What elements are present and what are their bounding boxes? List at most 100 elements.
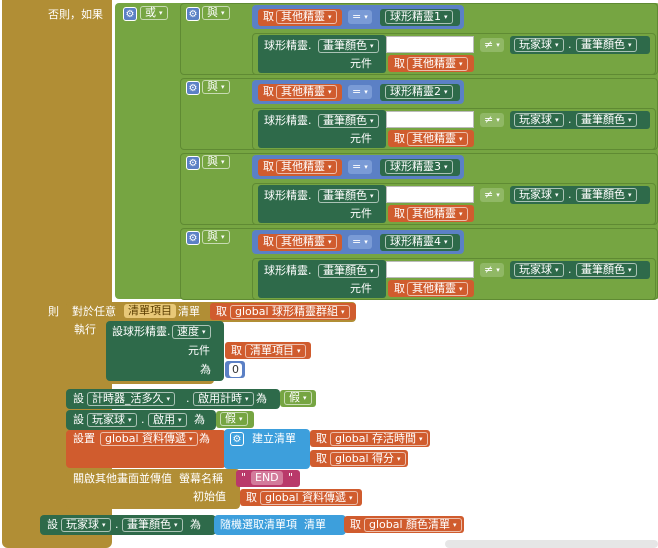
random-item-block[interactable]: [214, 515, 346, 535]
get-dropdown[interactable]: 其他精靈 ▾: [407, 282, 468, 296]
set-label: 設: [73, 392, 84, 405]
and-dropdown[interactable]: 與 ▾: [202, 155, 230, 169]
dot-separator: .: [568, 38, 572, 51]
get-dropdown[interactable]: 其他精靈 ▾: [407, 207, 468, 221]
property-dropdown[interactable]: 畫筆顏色 ▾: [576, 38, 637, 52]
to-label: 為: [194, 413, 205, 426]
ball-component-dropdown[interactable]: 玩家球 ▾: [87, 413, 137, 427]
open-screen-label: 關啟其他畫面並傳值 螢幕名稱: [73, 472, 223, 485]
getter-label: 球形精靈.: [264, 264, 312, 277]
property-dropdown[interactable]: 畫筆顏色 ▾: [576, 188, 637, 202]
get-dropdown[interactable]: 清單項目 ▾: [245, 344, 306, 358]
property-dropdown[interactable]: 畫筆顏色 ▾: [576, 263, 637, 277]
speed-dropdown[interactable]: 速度 ▾: [172, 325, 211, 339]
enabled-property-dropdown[interactable]: 啟用 ▾: [148, 413, 187, 427]
get-dropdown[interactable]: 其他精靈 ▾: [276, 160, 337, 174]
get-label: 取: [263, 160, 274, 173]
get-label: 取: [394, 132, 405, 145]
get-dropdown[interactable]: global 得分 ▾: [330, 452, 406, 466]
get-label: 取: [394, 207, 405, 220]
eq-dropdown[interactable]: = ▾: [348, 85, 372, 99]
get-dropdown[interactable]: 其他精靈 ▾: [276, 235, 337, 249]
player-ball-dropdown[interactable]: 玩家球 ▾: [514, 113, 564, 127]
make-list-gear-icon[interactable]: ⚙: [230, 432, 244, 446]
get-dropdown[interactable]: 其他精靈 ▾: [276, 85, 337, 99]
white-socket: [386, 36, 474, 53]
and-mutator-gear-icon[interactable]: ⚙: [186, 156, 200, 170]
neq-dropdown[interactable]: ≠ ▾: [480, 38, 504, 52]
getter-label: 球形精靈.: [264, 114, 312, 127]
neq-dropdown[interactable]: ≠ ▾: [480, 188, 504, 202]
sprite-dropdown[interactable]: 球形精靈4 ▾: [385, 235, 453, 249]
to-label: 為: [256, 392, 267, 405]
player-ball-dropdown[interactable]: 玩家球 ▾: [514, 263, 564, 277]
or-dropdown[interactable]: 或 ▾: [140, 6, 168, 20]
component-label: 元件: [350, 132, 372, 145]
to-label: 為: [200, 363, 211, 376]
component-label: 元件: [350, 282, 372, 295]
dot-separator: .: [186, 392, 190, 405]
loop-variable-field[interactable]: 清單項目: [124, 304, 176, 318]
component-label: 元件: [188, 344, 210, 357]
sprite-dropdown[interactable]: 球形精靈3 ▾: [385, 160, 453, 174]
get-label: 取: [350, 518, 361, 531]
and-mutator-gear-icon[interactable]: ⚙: [186, 231, 200, 245]
get-label: 取: [263, 10, 274, 23]
and-mutator-gear-icon[interactable]: ⚙: [186, 81, 200, 95]
property-dropdown[interactable]: 畫筆顏色 ▾: [318, 264, 379, 278]
white-socket: [386, 111, 474, 128]
eq-dropdown[interactable]: = ▾: [348, 10, 372, 24]
for-each-label: 對於任意: [72, 305, 116, 318]
and-dropdown[interactable]: 與 ▾: [202, 230, 230, 244]
text-field[interactable]: END: [251, 471, 283, 485]
get-label: 取: [246, 491, 257, 504]
color-property-dropdown[interactable]: 畫筆顏色 ▾: [122, 518, 183, 532]
white-socket: [386, 261, 474, 278]
get-label: 取: [316, 432, 327, 445]
get-label: 取: [394, 282, 405, 295]
false-dropdown[interactable]: 假 ▾: [220, 412, 248, 426]
ball-component-dropdown[interactable]: 玩家球 ▾: [61, 518, 111, 532]
player-ball-dropdown[interactable]: 玩家球 ▾: [514, 38, 564, 52]
open-screen-block[interactable]: [66, 469, 240, 509]
get-dropdown[interactable]: 其他精靈 ▾: [276, 10, 337, 24]
set-label: 設: [73, 413, 84, 426]
get-dropdown[interactable]: 其他精靈 ▾: [407, 132, 468, 146]
sprite-dropdown[interactable]: 球形精靈1 ▾: [385, 10, 453, 24]
property-dropdown[interactable]: 畫筆顏色 ▾: [318, 39, 379, 53]
neq-dropdown[interactable]: ≠ ▾: [480, 113, 504, 127]
false-dropdown[interactable]: 假 ▾: [284, 391, 312, 405]
initial-label: 初始值: [193, 490, 226, 503]
get-dropdown[interactable]: 其他精靈 ▾: [407, 57, 468, 71]
property-dropdown[interactable]: 畫筆顏色 ▾: [576, 113, 637, 127]
timer-property-dropdown[interactable]: 啟用計時 ▾: [193, 392, 254, 406]
property-dropdown[interactable]: 畫筆顏色 ▾: [318, 114, 379, 128]
get-dropdown[interactable]: global 球形精靈群組 ▾: [230, 305, 350, 319]
property-dropdown[interactable]: 畫筆顏色 ▾: [318, 189, 379, 203]
eq-dropdown[interactable]: = ▾: [348, 160, 372, 174]
sprite-dropdown[interactable]: 球形精靈2 ▾: [385, 85, 453, 99]
get-label: 取: [316, 452, 327, 465]
to-label: 為: [199, 432, 210, 445]
set-long-label: 設置: [73, 432, 95, 445]
do-label: 執行: [74, 323, 96, 336]
set-sprite-label: 設球形精靈.: [112, 325, 171, 338]
neq-dropdown[interactable]: ≠ ▾: [480, 263, 504, 277]
getter-label: 球形精靈.: [264, 39, 312, 52]
or-mutator-gear-icon[interactable]: ⚙: [123, 7, 137, 21]
get-dropdown[interactable]: global 存活時間 ▾: [330, 432, 428, 446]
horizontal-scrollbar[interactable]: [445, 540, 658, 548]
and-dropdown[interactable]: 與 ▾: [202, 6, 230, 20]
timer-component-dropdown[interactable]: 計時器_活多久 ▾: [87, 392, 176, 406]
and-mutator-gear-icon[interactable]: ⚙: [186, 7, 200, 21]
and-dropdown[interactable]: 與 ▾: [202, 80, 230, 94]
dot-separator: .: [141, 413, 145, 426]
then-label: 則: [48, 305, 59, 318]
eq-dropdown[interactable]: = ▾: [348, 235, 372, 249]
number-field[interactable]: 0: [229, 363, 242, 377]
get-dropdown[interactable]: global 顏色清單 ▾: [364, 518, 462, 532]
player-ball-dropdown[interactable]: 玩家球 ▾: [514, 188, 564, 202]
get-dropdown[interactable]: global 資料傳遞 ▾: [260, 491, 358, 505]
get-label: 取: [394, 57, 405, 70]
global-var-dropdown[interactable]: global 資料傳遞 ▾: [100, 432, 198, 446]
